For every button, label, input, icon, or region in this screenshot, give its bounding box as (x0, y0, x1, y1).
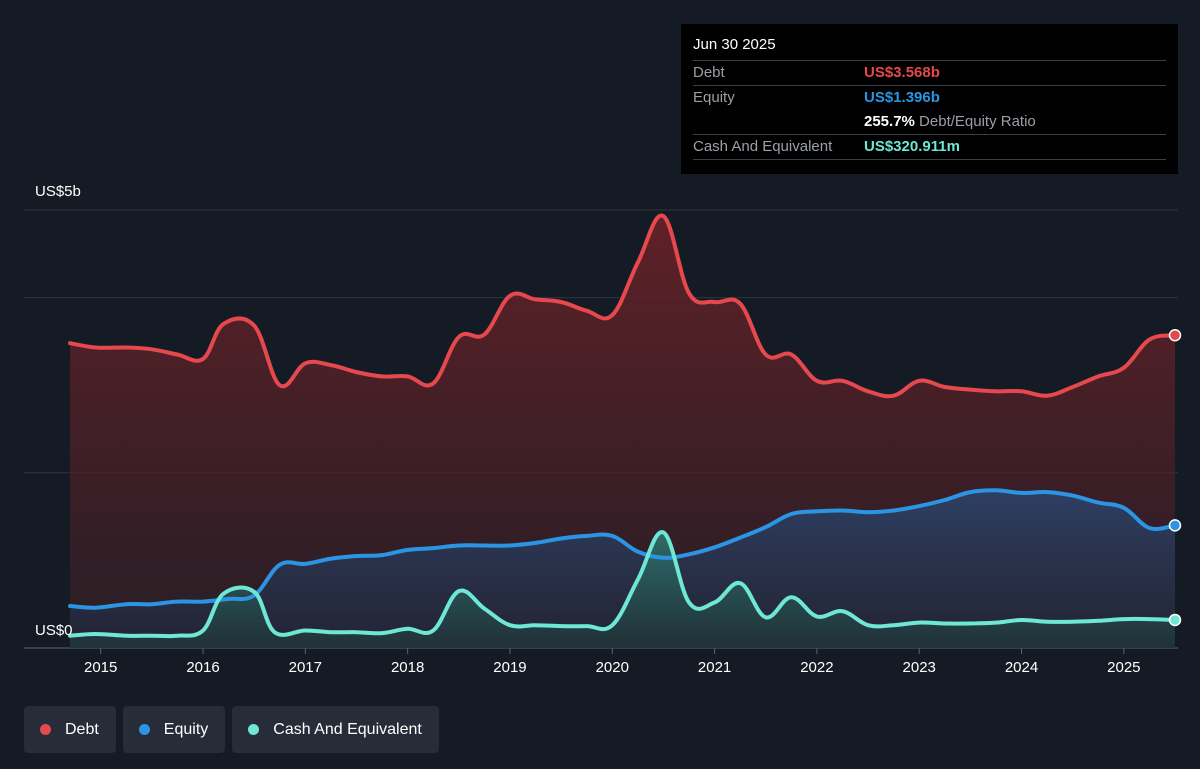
tooltip-debt-row: Debt US$3.568b (693, 60, 1166, 85)
tooltip-equity-value: US$1.396b (864, 89, 940, 106)
x-tick-label: 2023 (903, 659, 936, 676)
series-areas (70, 215, 1175, 648)
data-tooltip: Jun 30 2025 Debt US$3.568b Equity US$1.3… (681, 24, 1178, 174)
series-lines (68, 213, 1177, 639)
x-tick-label: 2024 (1005, 659, 1038, 676)
tooltip-ratio-row: 255.7% Debt/Equity Ratio (693, 110, 1166, 134)
debt-line (68, 213, 1177, 399)
equity-area (70, 490, 1175, 648)
x-tick-label: 2022 (800, 659, 833, 676)
equity-end-point (1168, 519, 1182, 532)
legend-item-cash[interactable]: Cash And Equivalent (232, 706, 439, 753)
chart-legend: Debt Equity Cash And Equivalent (24, 706, 439, 753)
x-axis-ticks: 2015 2016 2017 2018 2019 2020 2021 2022 2023 2024… (84, 648, 1141, 676)
tooltip-debt-value: US$3.568b (864, 64, 940, 81)
tooltip-cash-row: Cash And Equivalent US$320.911m (693, 134, 1166, 159)
debt-end-point (1168, 329, 1182, 342)
cash-end-point (1168, 613, 1182, 627)
y-axis-max-label: US$5b (35, 183, 81, 200)
tooltip-ratio-value: 255.7% (864, 113, 915, 130)
legend-item-equity[interactable]: Equity (122, 706, 226, 753)
x-tick-label: 2019 (493, 659, 526, 676)
tooltip-equity-row: Equity US$1.396b (693, 85, 1166, 110)
tooltip-cash-label: Cash And Equivalent (693, 138, 833, 155)
legend-cash-label: Cash And Equivalent (273, 720, 422, 738)
debt-dot-icon (40, 724, 51, 735)
tooltip-bottom-rule (693, 159, 1166, 160)
x-tick-label: 2021 (698, 659, 731, 676)
legend-debt-label: Debt (65, 720, 99, 738)
cash-line (68, 530, 1177, 639)
x-tick-label: 2016 (186, 659, 219, 676)
legend-item-debt[interactable]: Debt (24, 706, 116, 753)
tooltip-cash-value: US$320.911m (864, 138, 960, 155)
tooltip-date: Jun 30 2025 (693, 36, 776, 53)
tooltip-equity-label: Equity (693, 89, 735, 106)
x-tick-label: 2025 (1107, 659, 1140, 676)
equity-dot-icon (138, 724, 150, 735)
x-tick-label: 2020 (596, 659, 629, 676)
x-tick-label: 2018 (391, 659, 424, 676)
series-end-markers (1168, 329, 1182, 627)
tooltip-ratio-label: Debt/Equity Ratio (919, 113, 1036, 130)
legend-equity-label: Equity (163, 720, 209, 738)
tooltip-debt-label: Debt (693, 64, 725, 81)
x-tick-label: 2017 (289, 659, 322, 676)
x-tick-label: 2015 (84, 659, 117, 676)
cash-dot-icon (248, 724, 260, 735)
tooltip-ratio: 255.7% Debt/Equity Ratio (864, 110, 1036, 134)
y-axis-min-label: US$0 (35, 622, 73, 639)
